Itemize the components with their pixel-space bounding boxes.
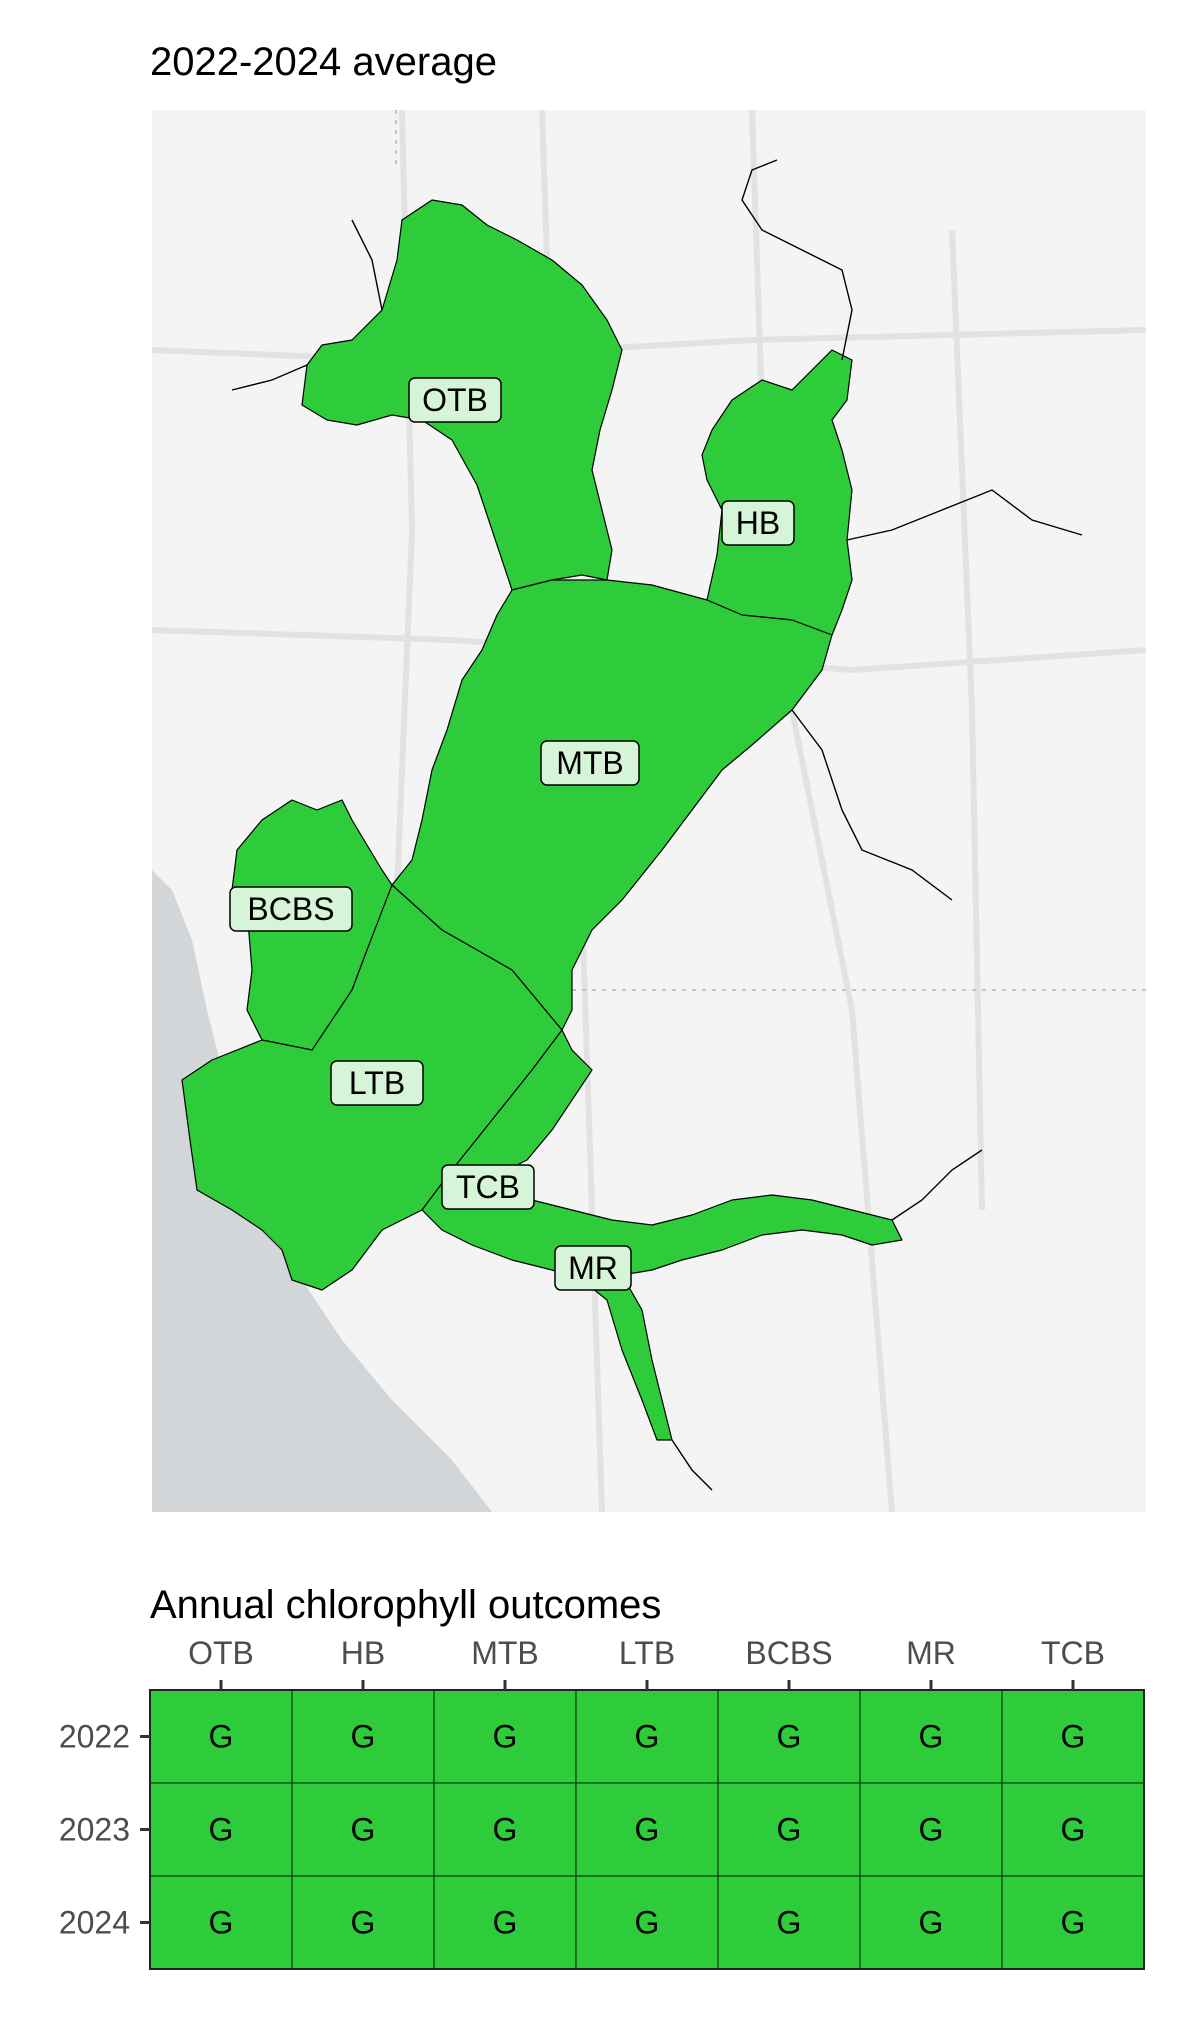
y-tick-label: 2024 — [59, 1905, 130, 1941]
segment-MTB — [391, 579, 833, 1031]
tile-cell-value: G — [1061, 1812, 1086, 1848]
map-panel: OTB HB MTB BCBS LTB TCB — [152, 110, 1146, 1512]
tile-cell-value: G — [635, 1812, 660, 1848]
label-LTB: LTB — [330, 1060, 424, 1106]
label-TCB: TCB — [441, 1164, 535, 1210]
tile-cell — [433, 1875, 577, 1970]
segment-labels: OTB HB MTB BCBS LTB TCB — [229, 377, 795, 1291]
label-MTB: MTB — [540, 740, 640, 786]
y-tick-label: 2023 — [59, 1812, 130, 1848]
tile-cell-value: G — [351, 1719, 376, 1755]
svg-text:OTB: OTB — [422, 382, 488, 418]
label-BCBS: BCBS — [229, 886, 353, 932]
tile-cell — [859, 1875, 1003, 1970]
segment-MR — [421, 1169, 903, 1441]
x-tick-label: HB — [341, 1635, 385, 1671]
tile-cell — [575, 1782, 719, 1877]
tile-cell — [149, 1875, 293, 1970]
x-tick-label: TCB — [1041, 1635, 1105, 1671]
tile-cell-value: G — [635, 1905, 660, 1941]
tile-cell — [291, 1875, 435, 1970]
tile-cell-value: G — [351, 1905, 376, 1941]
x-tick-label: MR — [906, 1635, 956, 1671]
label-MR: MR — [554, 1245, 632, 1291]
svg-text:HB: HB — [736, 505, 780, 541]
tile-cell — [149, 1782, 293, 1877]
x-tick-label: OTB — [188, 1635, 254, 1671]
svg-text:BCBS: BCBS — [247, 891, 334, 927]
tile-cell-value: G — [919, 1905, 944, 1941]
table-title: Annual chlorophyll outcomes — [150, 1583, 662, 1627]
tile-cell-value: G — [209, 1905, 234, 1941]
label-OTB: OTB — [408, 377, 502, 423]
x-tick-label: MTB — [471, 1635, 539, 1671]
gulf-water — [152, 870, 492, 1512]
tile-cell — [859, 1689, 1003, 1784]
tile-cell-value: G — [493, 1719, 518, 1755]
tile-cell-value: G — [209, 1719, 234, 1755]
tile-cell-value: G — [493, 1905, 518, 1941]
svg-text:LTB: LTB — [349, 1065, 405, 1101]
tile-cell — [717, 1782, 861, 1877]
tile-cell-value: G — [919, 1719, 944, 1755]
tile-cell-value: G — [777, 1905, 802, 1941]
tile-cell-value: G — [635, 1719, 660, 1755]
tile-cell-value: G — [777, 1812, 802, 1848]
tile-cell-value: G — [351, 1812, 376, 1848]
tile-cell — [717, 1875, 861, 1970]
tile-cell — [1001, 1689, 1145, 1784]
tile-cell-value: G — [209, 1812, 234, 1848]
x-tick-label: BCBS — [745, 1635, 832, 1671]
tile-cell — [575, 1689, 719, 1784]
svg-text:MR: MR — [568, 1250, 618, 1286]
tile-cell — [1001, 1875, 1145, 1970]
label-HB: HB — [721, 500, 795, 546]
svg-text:TCB: TCB — [456, 1169, 520, 1205]
tile-cell-value: G — [777, 1719, 802, 1755]
tile-cell — [291, 1689, 435, 1784]
x-tick-label: LTB — [619, 1635, 675, 1671]
svg-text:MTB: MTB — [556, 745, 624, 781]
tile-cell-value: G — [919, 1812, 944, 1848]
y-tick-label: 2022 — [59, 1719, 130, 1755]
tile-cell-value: G — [1061, 1905, 1086, 1941]
tile-cell-value: G — [493, 1812, 518, 1848]
tile-cell — [717, 1689, 861, 1784]
tile-cell-value: G — [1061, 1719, 1086, 1755]
map-title: 2022-2024 average — [150, 40, 497, 84]
bay-segment-map: OTB HB MTB BCBS LTB TCB — [152, 110, 1146, 1512]
river-traces — [231, 159, 1083, 1491]
tile-cell — [433, 1689, 577, 1784]
tile-cell — [859, 1782, 1003, 1877]
